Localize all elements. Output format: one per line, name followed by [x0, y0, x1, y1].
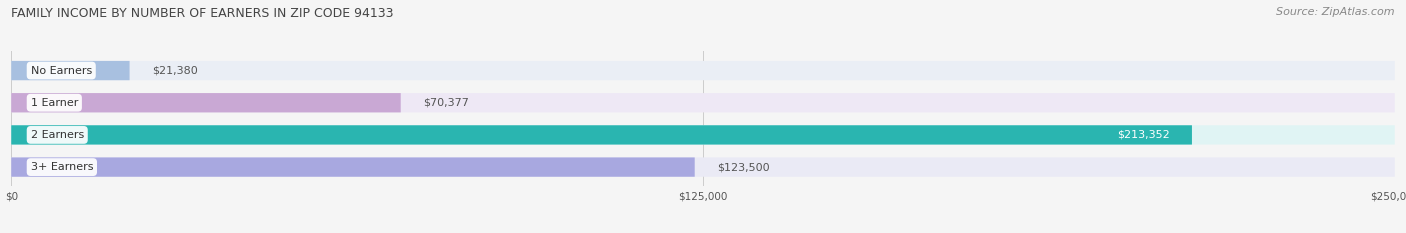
- FancyBboxPatch shape: [11, 158, 1395, 177]
- Text: $213,352: $213,352: [1116, 130, 1170, 140]
- Text: No Earners: No Earners: [31, 65, 91, 75]
- Text: 1 Earner: 1 Earner: [31, 98, 77, 108]
- FancyBboxPatch shape: [11, 61, 1395, 80]
- Text: $70,377: $70,377: [423, 98, 468, 108]
- Text: 2 Earners: 2 Earners: [31, 130, 84, 140]
- Text: Source: ZipAtlas.com: Source: ZipAtlas.com: [1277, 7, 1395, 17]
- FancyBboxPatch shape: [11, 158, 695, 177]
- FancyBboxPatch shape: [11, 93, 1395, 112]
- Text: 3+ Earners: 3+ Earners: [31, 162, 93, 172]
- FancyBboxPatch shape: [11, 125, 1395, 144]
- FancyBboxPatch shape: [11, 61, 129, 80]
- FancyBboxPatch shape: [11, 93, 401, 112]
- Text: $123,500: $123,500: [717, 162, 769, 172]
- Text: $21,380: $21,380: [152, 65, 197, 75]
- FancyBboxPatch shape: [11, 125, 1192, 144]
- Text: FAMILY INCOME BY NUMBER OF EARNERS IN ZIP CODE 94133: FAMILY INCOME BY NUMBER OF EARNERS IN ZI…: [11, 7, 394, 20]
